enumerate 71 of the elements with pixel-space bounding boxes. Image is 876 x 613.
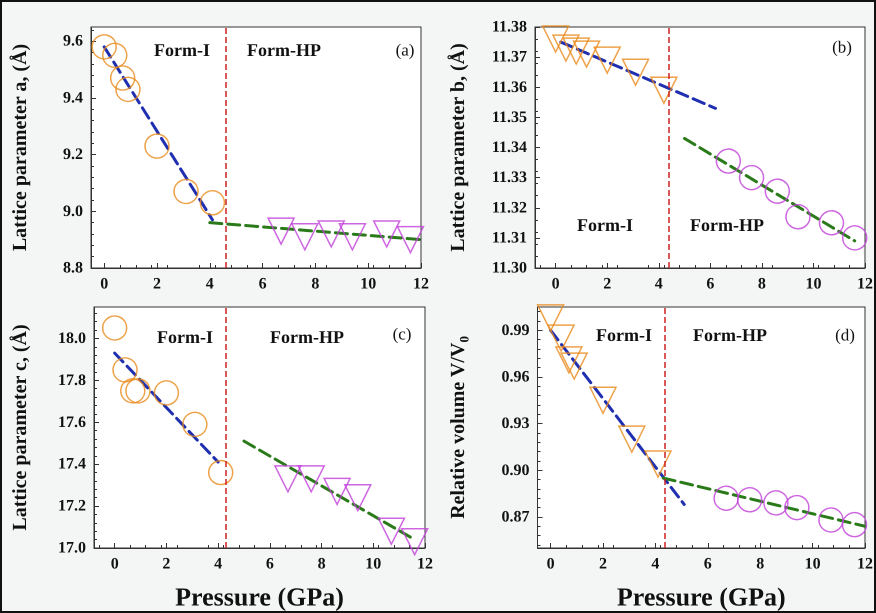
x-tick-label: 12: [857, 556, 873, 572]
x-tick-label: 6: [704, 556, 712, 572]
y-tick-label: 11.35: [492, 108, 527, 126]
y-tick-label: 0.93: [502, 415, 530, 432]
annotation: (a): [396, 40, 414, 60]
y-axis-title: Relative volume V/V0: [447, 336, 472, 519]
y-tick-label: 9.0: [63, 202, 83, 220]
annotation: Form-HP: [270, 327, 344, 347]
y-tick-label: 11.31: [492, 229, 527, 246]
x-tick-label: 0: [546, 556, 555, 572]
y-tick-label: 11.30: [492, 260, 527, 276]
annotation: Form-HP: [247, 40, 321, 60]
y-tick-label: 11.36: [492, 78, 527, 96]
x-tick-label: 10: [360, 276, 376, 292]
x-tick-label: 10: [805, 276, 822, 292]
y-tick-label: 0.99: [502, 322, 530, 339]
y-tick-label: 11.37: [492, 48, 527, 66]
x-tick-label: 8: [318, 556, 326, 572]
y-tick-label: 17.6: [58, 414, 86, 431]
y-tick-label: 0.90: [502, 462, 530, 479]
x-tick-label: 8: [756, 556, 764, 572]
annotation: Form-I: [154, 40, 210, 60]
y-tick-label: 11.33: [492, 169, 527, 186]
annotation: Form-HP: [693, 325, 767, 345]
x-tick-label: 6: [706, 276, 714, 292]
y-tick-label: 8.8: [63, 260, 83, 276]
x-tick-label: 10: [365, 556, 382, 572]
x-tick-label: 12: [417, 556, 433, 572]
y-tick-label: 17.4: [58, 456, 86, 473]
x-tick-label: 2: [162, 556, 170, 572]
y-tick-label: 0.87: [502, 508, 530, 526]
x-tick-label: 12: [857, 276, 873, 292]
x-tick-label: 2: [599, 556, 607, 572]
y-tick-label: 11.38: [492, 18, 527, 36]
x-tick-label: 4: [206, 276, 214, 292]
y-tick-label: 18.0: [58, 330, 86, 347]
y-tick-label: 9.6: [63, 32, 83, 50]
x-tick-label: 0: [110, 556, 119, 572]
x-tick-label: 8: [758, 276, 766, 292]
x-tick-label: 10: [804, 556, 821, 572]
x-axis-title: Pressure (GPa): [616, 582, 786, 612]
annotation: Form-HP: [690, 215, 764, 235]
annotation: (c): [392, 324, 412, 344]
annotation: Form-I: [577, 215, 633, 235]
x-tick-label: 12: [413, 276, 429, 292]
x-tick-label: 4: [651, 556, 660, 572]
annotation: Form-I: [157, 327, 213, 347]
x-tick-label: 4: [214, 556, 222, 572]
x-tick-label: 8: [311, 276, 320, 292]
y-axis-title: Lattice parameter b, (Å): [447, 43, 469, 252]
x-tick-label: 6: [258, 276, 267, 292]
x-tick-label: 2: [153, 276, 161, 292]
x-tick-label: 6: [266, 556, 274, 572]
annotation: (b): [832, 38, 852, 56]
x-axis-title: Pressure (GPa): [175, 582, 344, 612]
x-tick-label: 2: [603, 276, 612, 292]
y-tick-label: 11.32: [492, 199, 527, 216]
y-axis-title: Lattice parameter a, (Å): [9, 44, 31, 252]
x-tick-label: 4: [654, 276, 663, 292]
y-tick-label: 17.2: [58, 498, 86, 515]
annotation: Form-I: [596, 325, 652, 345]
y-tick-label: 9.4: [63, 89, 83, 106]
annotation: (d): [835, 326, 855, 344]
y-axis-title: Lattice parameter c, (Å): [9, 324, 31, 531]
y-tick-label: 17.0: [58, 540, 86, 556]
y-tick-label: 9.2: [63, 146, 83, 164]
x-tick-label: 0: [100, 276, 108, 292]
y-tick-label: 17.8: [58, 372, 86, 389]
x-tick-label: 0: [552, 276, 560, 292]
y-tick-label: 11.34: [492, 139, 527, 156]
y-tick-label: 0.96: [502, 368, 530, 386]
